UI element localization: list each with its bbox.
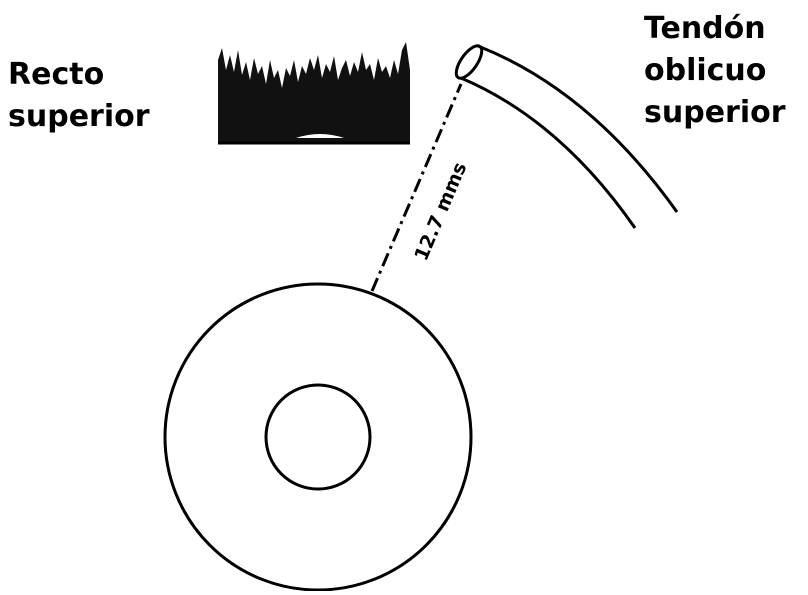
muscle-label: superior <box>8 99 150 134</box>
tendon-label: superior <box>644 95 786 130</box>
muscle-label: Recto <box>8 57 104 92</box>
muscle-image <box>218 42 410 143</box>
diagram: Recto superior Tendón oblicuo superior 1… <box>0 0 808 591</box>
tendon-label: oblicuo <box>644 53 766 88</box>
distance-label: 12.7 mms <box>410 159 471 264</box>
tendon-label: Tendón <box>644 11 766 46</box>
eye-outer <box>165 284 471 590</box>
tendon-edge <box>461 78 635 228</box>
eye-inner <box>266 385 370 489</box>
